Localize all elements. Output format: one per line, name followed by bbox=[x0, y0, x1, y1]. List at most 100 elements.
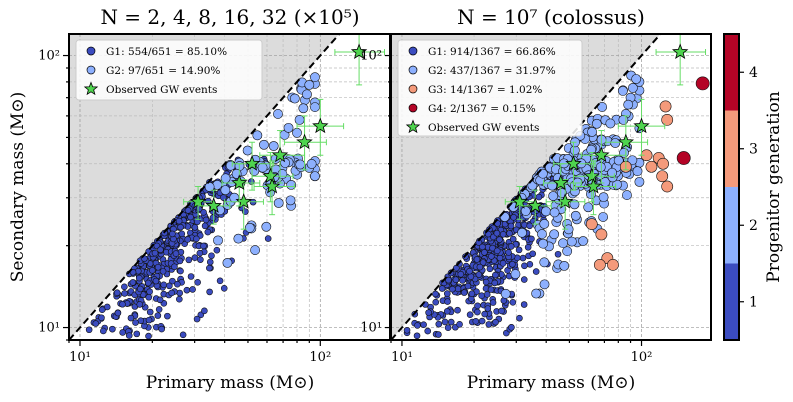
scatter-point-g2 bbox=[310, 73, 319, 82]
legend-label-g1-left: G1: 554/651 = 85.10% bbox=[106, 46, 227, 58]
scatter-point-g2 bbox=[243, 146, 252, 155]
scatter-point-g1 bbox=[157, 247, 163, 253]
scatter-point-g1 bbox=[516, 247, 522, 253]
scatter-point-g2 bbox=[570, 200, 579, 209]
scatter-point-g3 bbox=[657, 158, 668, 169]
colorbar-segment-g1 bbox=[724, 264, 739, 341]
scatter-point-g1 bbox=[488, 287, 494, 293]
colorbar-segment-g3 bbox=[724, 111, 739, 188]
scatter-point-g1 bbox=[122, 290, 128, 296]
scatter-point-g1 bbox=[192, 224, 198, 230]
legend-marker-g2-right bbox=[409, 66, 417, 74]
scatter-point-g2 bbox=[284, 123, 293, 132]
scatter-point-g1 bbox=[475, 303, 481, 309]
scatter-point-g1 bbox=[461, 290, 467, 296]
scatter-point-g1 bbox=[445, 325, 451, 331]
figure: 10¹ 10²10¹10² N = 2, 4, 8, 16, 32 (×10⁵) … bbox=[0, 0, 793, 402]
scatter-point-g3 bbox=[657, 171, 668, 182]
x-tick-label: 10² bbox=[309, 350, 331, 365]
scatter-point-g1 bbox=[453, 265, 459, 271]
scatter-point-g1 bbox=[180, 332, 186, 338]
scatter-point-g1 bbox=[157, 297, 163, 303]
scatter-point-g1 bbox=[149, 267, 155, 273]
scatter-point-g1 bbox=[473, 318, 479, 324]
scatter-point-g2 bbox=[618, 86, 627, 95]
right-panel: 10¹ 10²10¹10² N = 10⁷ (colossus) Primary … bbox=[360, 5, 711, 393]
scatter-point-g1 bbox=[488, 253, 494, 259]
scatter-point-g1 bbox=[214, 247, 220, 253]
scatter-point-g4 bbox=[677, 151, 690, 164]
scatter-point-g2 bbox=[622, 190, 631, 199]
legend-right: G1: 914/1367 = 66.86% G2: 437/1367 = 31.… bbox=[398, 40, 582, 136]
scatter-point-g1 bbox=[508, 243, 514, 249]
scatter-point-g2 bbox=[550, 230, 559, 239]
scatter-point-g1 bbox=[176, 296, 182, 302]
scatter-point-g2 bbox=[538, 239, 547, 248]
scatter-point-g1 bbox=[164, 313, 170, 319]
scatter-point-g1 bbox=[474, 256, 480, 262]
scatter-point-g1 bbox=[136, 275, 142, 281]
scatter-point-g1 bbox=[265, 236, 271, 242]
scatter-point-g2 bbox=[286, 196, 295, 205]
scatter-point-g1 bbox=[220, 195, 226, 201]
scatter-point-g1 bbox=[414, 322, 420, 328]
scatter-point-g2 bbox=[230, 193, 239, 202]
scatter-point-g1 bbox=[485, 306, 491, 312]
legend-marker-g1-left bbox=[87, 47, 95, 55]
scatter-point-g1 bbox=[121, 284, 127, 290]
scatter-point-g1 bbox=[500, 260, 506, 266]
scatter-point-g1 bbox=[467, 312, 473, 318]
scatter-point-g1 bbox=[414, 333, 420, 339]
scatter-point-g2 bbox=[549, 191, 558, 200]
scatter-point-g1 bbox=[467, 268, 473, 274]
x-tick-label: 10² bbox=[631, 350, 653, 365]
scatter-point-g2 bbox=[269, 141, 278, 150]
scatter-point-g1 bbox=[197, 257, 203, 263]
scatter-point-g1 bbox=[493, 319, 499, 325]
scatter-point-g1 bbox=[459, 277, 465, 283]
scatter-point-g2 bbox=[633, 167, 642, 176]
scatter-point-g3 bbox=[662, 114, 673, 125]
scatter-point-g2 bbox=[299, 104, 308, 113]
legend-label-gw-right: Observed GW events bbox=[428, 122, 539, 134]
scatter-point-g1 bbox=[188, 214, 194, 220]
scatter-point-g2 bbox=[245, 223, 254, 232]
scatter-point-g1 bbox=[500, 231, 506, 237]
scatter-point-g1 bbox=[527, 223, 533, 229]
scatter-point-g2 bbox=[234, 234, 243, 243]
scatter-point-g2 bbox=[305, 80, 314, 89]
scatter-point-g2 bbox=[550, 208, 559, 217]
scatter-point-g1 bbox=[130, 279, 136, 285]
title-right: N = 10⁷ (colossus) bbox=[457, 5, 645, 29]
scatter-point-g1 bbox=[146, 294, 152, 300]
scatter-point-g1 bbox=[516, 315, 522, 321]
scatter-point-g1 bbox=[527, 261, 533, 267]
colorbar-label-3: 3 bbox=[749, 142, 758, 158]
scatter-point-g1 bbox=[147, 309, 153, 315]
scatter-point-g1 bbox=[207, 289, 213, 295]
scatter-point-g1 bbox=[497, 237, 503, 243]
scatter-point-g1 bbox=[208, 253, 214, 259]
scatter-point-g1 bbox=[205, 229, 211, 235]
scatter-point-g1 bbox=[248, 179, 254, 185]
scatter-point-g1 bbox=[147, 289, 153, 295]
scatter-point-g1 bbox=[494, 230, 500, 236]
scatter-point-g2 bbox=[310, 102, 319, 111]
scatter-point-g1 bbox=[509, 261, 515, 267]
scatter-point-g1 bbox=[203, 217, 209, 223]
scatter-point-g2 bbox=[310, 172, 319, 181]
scatter-point-g2 bbox=[274, 198, 283, 207]
scatter-point-g2 bbox=[517, 228, 526, 237]
scatter-point-g1 bbox=[481, 249, 487, 255]
scatter-point-g1 bbox=[479, 293, 485, 299]
scatter-point-g1 bbox=[436, 321, 442, 327]
scatter-point-g1 bbox=[126, 333, 132, 339]
scatter-point-g1 bbox=[156, 306, 162, 312]
scatter-point-g1 bbox=[425, 328, 431, 334]
scatter-point-g1 bbox=[201, 308, 207, 314]
scatter-point-g2 bbox=[571, 211, 580, 220]
scatter-point-g1 bbox=[186, 257, 192, 263]
scatter-point-g1 bbox=[169, 290, 175, 296]
title-left: N = 2, 4, 8, 16, 32 (×10⁵) bbox=[100, 5, 359, 29]
